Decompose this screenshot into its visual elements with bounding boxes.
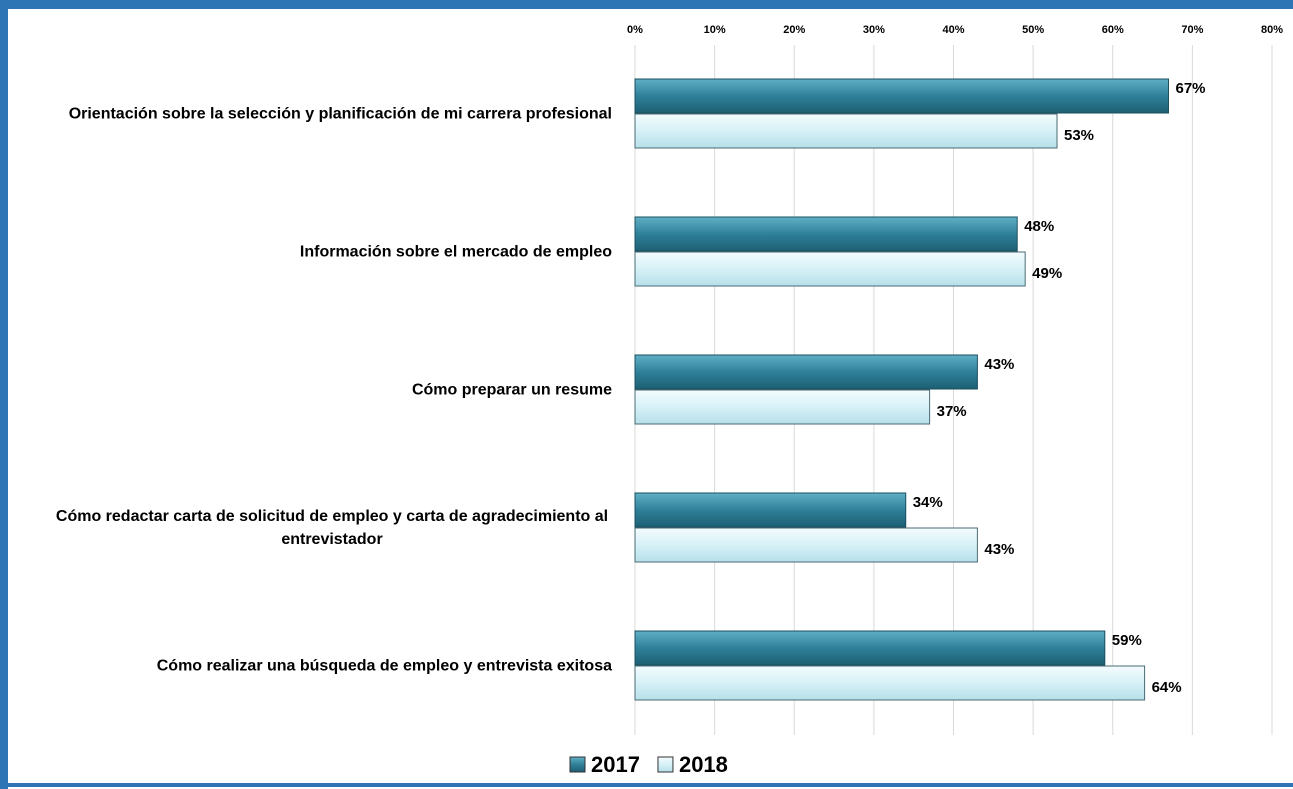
- category-text: Cómo redactar carta de solicitud de empl…: [55, 508, 609, 548]
- legend-label: 2018: [679, 752, 728, 777]
- x-tick-label: 60%: [1102, 24, 1124, 36]
- legend-label: 2017: [591, 752, 640, 777]
- category-label: Cómo realizar una búsqueda de empleo y e…: [12, 655, 612, 678]
- x-tick-label: 70%: [1181, 24, 1203, 36]
- legend-swatch: [657, 756, 674, 773]
- bar: [634, 78, 1169, 114]
- category-text: Cómo preparar un resume: [411, 381, 612, 399]
- bar: [634, 492, 907, 528]
- bar: [634, 216, 1018, 252]
- x-tick-label: 10%: [704, 24, 726, 36]
- legend-swatch: [569, 756, 586, 773]
- value-label: 49%: [1032, 265, 1062, 282]
- value-label: 43%: [984, 356, 1014, 373]
- category-label: Cómo preparar un resume: [12, 379, 612, 402]
- value-label: 67%: [1175, 80, 1205, 97]
- value-label: 34%: [913, 494, 943, 511]
- bar: [634, 389, 931, 425]
- category-label: Cómo redactar carta de solicitud de empl…: [12, 505, 612, 551]
- value-label: 43%: [984, 541, 1014, 558]
- bar: [634, 630, 1106, 666]
- value-label: 53%: [1064, 127, 1094, 144]
- x-tick-label: 20%: [783, 24, 805, 36]
- category-label: Información sobre el mercado de empleo: [12, 241, 612, 264]
- frame-bottom: [0, 783, 1293, 787]
- bar: [634, 251, 1026, 287]
- category-label: Orientación sobre la selección y planifi…: [12, 103, 612, 126]
- category-text: Información sobre el mercado de empleo: [299, 243, 612, 261]
- category-text: Orientación sobre la selección y planifi…: [68, 105, 612, 123]
- value-label: 64%: [1152, 679, 1182, 696]
- bar: [634, 527, 978, 563]
- x-tick-label: 50%: [1022, 24, 1044, 36]
- bar: [634, 665, 1146, 701]
- category-text: Cómo realizar una búsqueda de empleo y e…: [156, 657, 612, 675]
- frame-left: [0, 0, 8, 789]
- x-tick-label: 80%: [1261, 24, 1283, 36]
- value-label: 48%: [1024, 218, 1054, 235]
- bar: [634, 113, 1058, 149]
- bar: [634, 354, 978, 390]
- value-label: 37%: [937, 403, 967, 420]
- x-tick-label: 40%: [942, 24, 964, 36]
- value-label: 59%: [1112, 632, 1142, 649]
- x-tick-label: 0%: [627, 24, 643, 36]
- x-tick-label: 30%: [863, 24, 885, 36]
- frame-top: [0, 0, 1293, 9]
